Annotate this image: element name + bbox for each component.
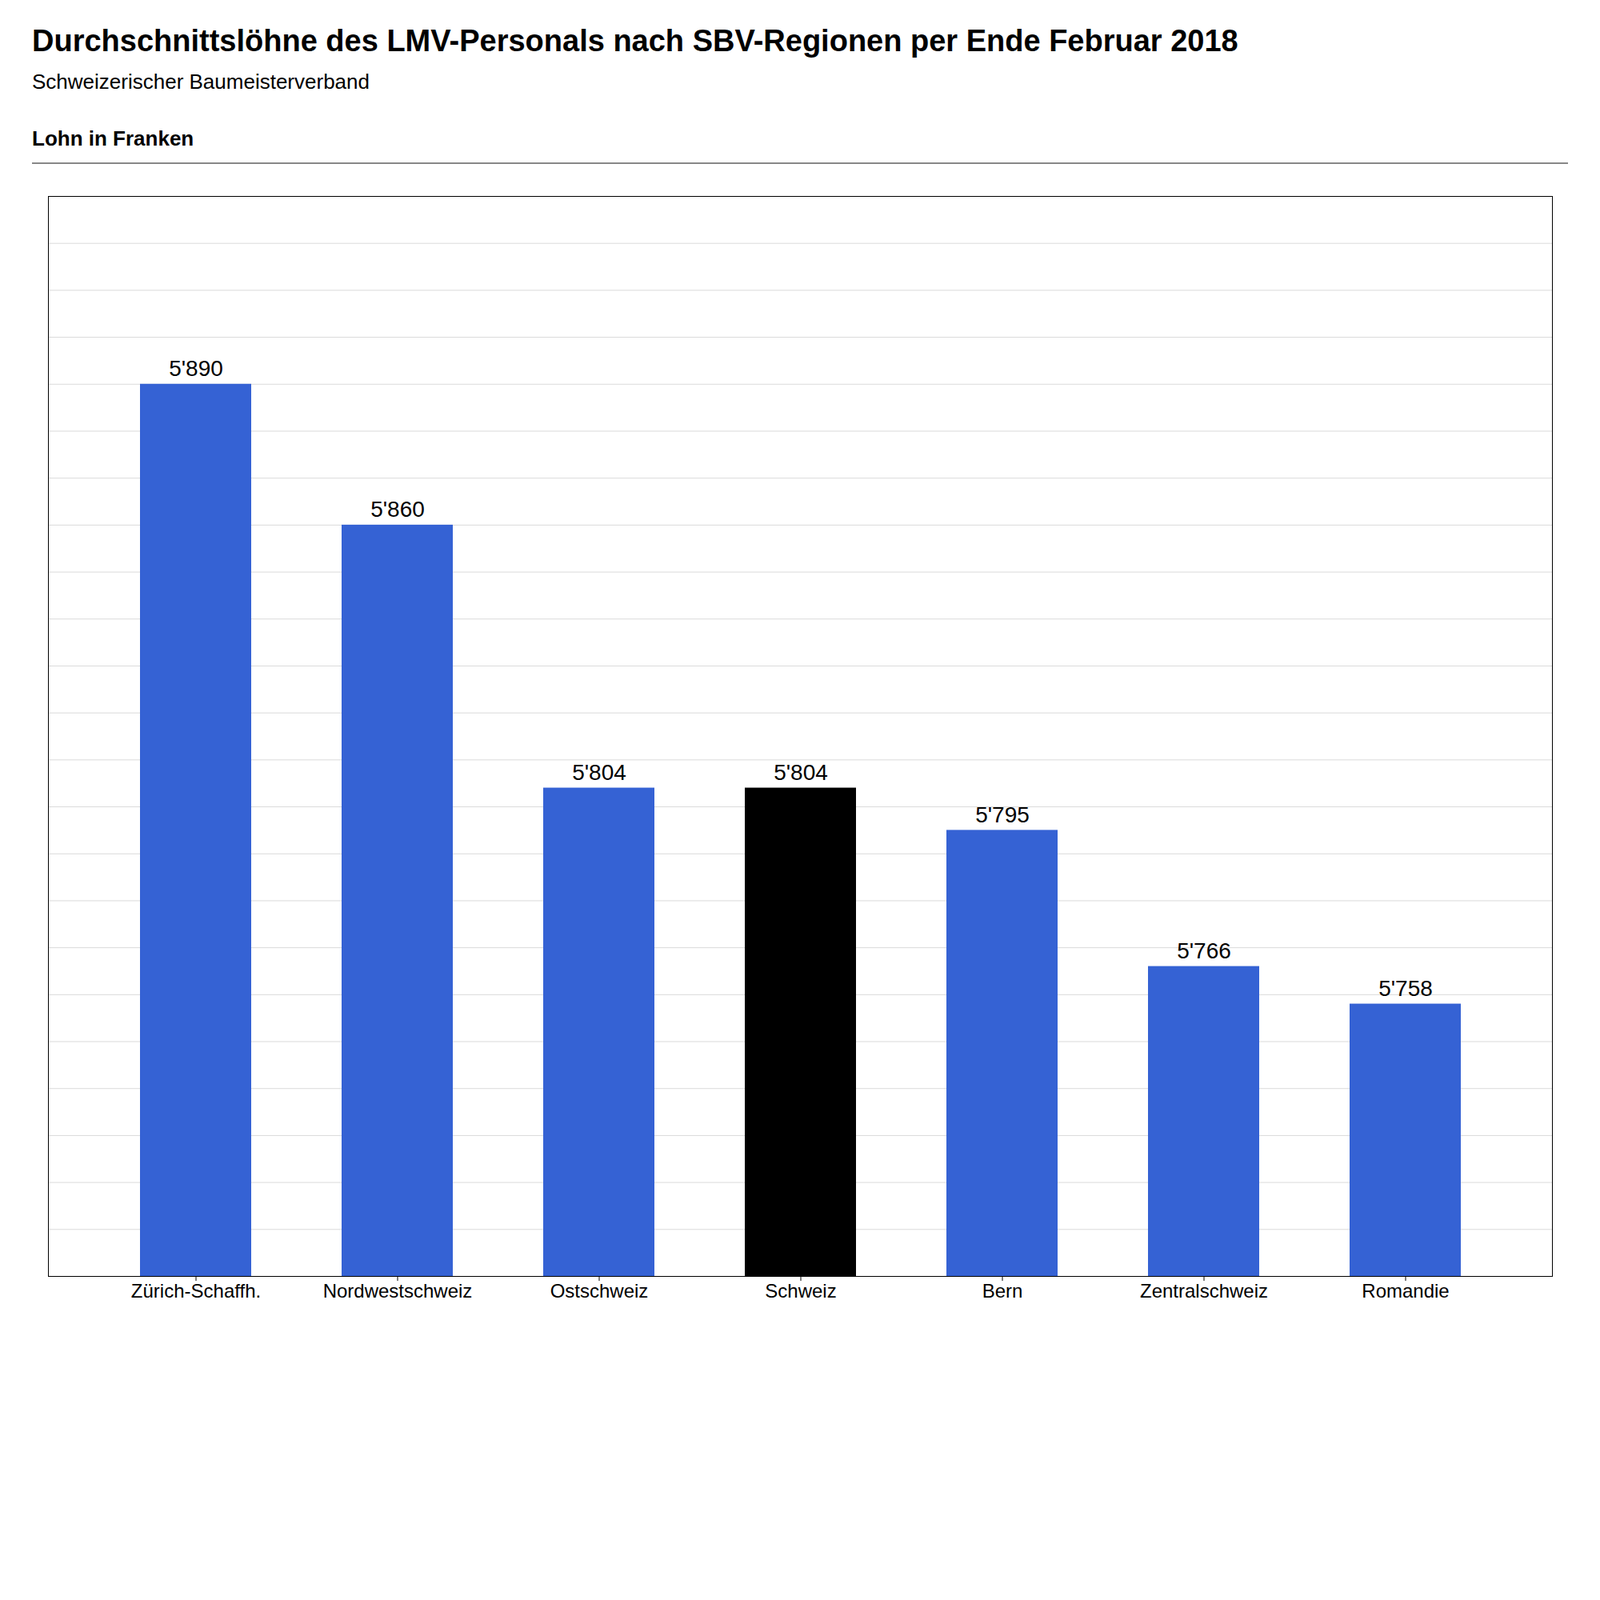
- html-text:Durchschnittslöhne des LMV-Per: Durchschnittslöhne des LMV-Personals nac…: [32, 24, 1239, 58]
- svg-text:Ostschweiz: Ostschweiz: [550, 1280, 649, 1302]
- svg-text:Romandie: Romandie: [1361, 1280, 1449, 1302]
- svg-text:5'890: 5'890: [168, 356, 224, 381]
- svg-text:5'804: 5'804: [773, 760, 828, 785]
- svg-text:Zentralschweiz: Zentralschweiz: [1140, 1280, 1268, 1302]
- svg-text:5'758: 5'758: [1378, 976, 1433, 1001]
- svg-text:5'766: 5'766: [1176, 938, 1232, 964]
- svg-text:Schweiz: Schweiz: [764, 1280, 836, 1302]
- svg-text:Bern: Bern: [982, 1280, 1024, 1302]
- svg-text:Nordwestschweiz: Nordwestschweiz: [323, 1280, 473, 1302]
- html-text:Schweizerischer Baumeisterverb: Schweizerischer Baumeisterverband: [32, 69, 370, 94]
- svg-text:5'804: 5'804: [572, 760, 627, 785]
- svg-text:5'795: 5'795: [975, 802, 1030, 828]
- svg-text:Zürich-Schaffh.: Zürich-Schaffh.: [131, 1280, 261, 1302]
- html-text:Lohn in Franken: Lohn in Franken: [32, 126, 194, 151]
- svg-text:5'860: 5'860: [370, 496, 425, 522]
